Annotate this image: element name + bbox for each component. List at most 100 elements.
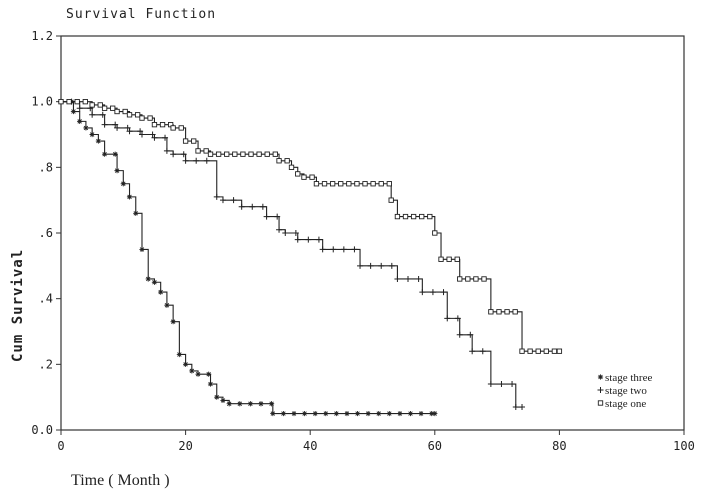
plot-area [58, 98, 563, 417]
y-axis: 0.0 .2 .4 .6 .8 1.0 1.2 [31, 29, 61, 437]
series-0-marker-18 [170, 319, 176, 325]
series-1-marker-53 [467, 331, 474, 338]
series-1-marker-22 [213, 193, 220, 200]
series-1-marker-27 [259, 203, 266, 210]
series-1-marker-24 [230, 197, 237, 204]
series-1-marker-56 [487, 381, 494, 388]
series-0-marker-30 [258, 401, 264, 407]
series-1 [58, 98, 526, 411]
series-2-marker-12 [139, 115, 145, 121]
series-1-marker-60 [519, 404, 526, 411]
series-2-marker-44 [362, 181, 368, 187]
series-2-marker-49 [394, 213, 401, 220]
series-2-marker-51 [410, 213, 417, 220]
series-0-marker-45 [407, 410, 414, 417]
series-0-marker-26 [220, 397, 226, 404]
series-2-marker-40 [329, 181, 336, 187]
series-0-line [61, 101, 435, 415]
series-2-marker-61 [481, 276, 487, 282]
series-1-marker-37 [330, 246, 337, 253]
series-2-marker-48 [388, 197, 394, 203]
series-2-marker-4 [89, 102, 95, 108]
series-1-marker-16 [163, 147, 170, 154]
series-0-marker-4 [83, 125, 89, 131]
series-1-marker-36 [319, 246, 326, 253]
series-1-marker-15 [162, 134, 169, 141]
series-2-marker-56 [446, 256, 452, 262]
series-1-marker-19 [182, 157, 189, 164]
series-2-marker-21 [195, 148, 201, 154]
series-2-marker-57 [454, 256, 460, 262]
series-2-marker-34 [288, 164, 295, 170]
legend-marker-1 [597, 387, 604, 393]
series-2-marker-18 [178, 125, 184, 131]
series-0-marker-37 [323, 410, 329, 417]
series-1-marker-10 [126, 128, 133, 135]
series-2-marker-54 [432, 230, 438, 236]
series-0-marker-20 [183, 361, 189, 367]
y-tick-label-4: .8 [39, 160, 53, 174]
y-tick-label-6: 1.2 [31, 29, 53, 43]
y-tick-label-1: .2 [39, 357, 53, 371]
series-2-marker-6 [101, 105, 108, 111]
series-2-marker-9 [122, 108, 128, 115]
series-2-marker-5 [97, 102, 103, 108]
series-0-marker-29 [247, 401, 253, 407]
series-1-marker-49 [440, 289, 447, 296]
series-2-marker-17 [170, 125, 176, 131]
legend-label-1: stage two [605, 385, 647, 397]
series-2-marker-30 [264, 151, 270, 157]
y-tick-label-3: .6 [39, 226, 53, 240]
series-2-marker-27 [240, 151, 246, 157]
series-2-marker-50 [402, 213, 409, 220]
series-0-marker-38 [333, 410, 339, 417]
series-1-marker-11 [137, 128, 144, 135]
series-2-marker-52 [419, 213, 425, 220]
series-0-marker-15 [151, 279, 158, 285]
series-1-marker-39 [351, 246, 358, 253]
series-0-marker-6 [95, 138, 101, 144]
series-0-marker-19 [176, 351, 182, 358]
series-1-marker-35 [315, 236, 322, 243]
series-2-marker-31 [272, 151, 278, 157]
series-1-marker-34 [305, 236, 312, 243]
series-0-marker-16 [158, 289, 164, 295]
series-2 [58, 99, 563, 354]
series-1-marker-30 [276, 226, 283, 233]
series-0-marker-13 [139, 246, 145, 253]
series-0-marker-42 [376, 410, 382, 417]
series-1-marker-5 [99, 111, 106, 118]
series-0-marker-22 [195, 371, 201, 377]
series-2-marker-14 [151, 121, 158, 128]
series-1-marker-8 [114, 124, 121, 131]
series-1-marker-41 [367, 262, 374, 269]
series-2-marker-22 [203, 148, 209, 154]
series-0-marker-9 [114, 168, 120, 174]
series-1-marker-40 [357, 262, 364, 269]
legend-marker-2 [597, 400, 604, 406]
series-0-marker-33 [280, 410, 287, 417]
series-1-marker-42 [378, 262, 385, 269]
series-0-marker-39 [344, 410, 350, 417]
series-2-marker-26 [232, 151, 238, 157]
series-2-marker-11 [134, 112, 141, 118]
series-0-marker-36 [312, 410, 318, 417]
series-1-marker-44 [394, 275, 401, 282]
series-1-marker-6 [101, 121, 108, 128]
plot-frame [60, 35, 685, 431]
legend-label-0: stage three [605, 372, 652, 384]
series-2-marker-53 [427, 213, 433, 220]
series-1-marker-50 [444, 315, 451, 322]
series-2-marker-39 [321, 181, 328, 187]
series-2-marker-68 [535, 348, 541, 354]
series-2-marker-33 [284, 158, 290, 164]
series-1-marker-17 [170, 151, 177, 158]
series-2-marker-35 [295, 171, 301, 177]
series-2-marker-1 [66, 99, 72, 105]
x-tick-label-3: 60 [428, 439, 442, 453]
series-0-marker-3 [77, 118, 83, 124]
series-1-marker-29 [274, 213, 281, 220]
series-1-marker-48 [429, 289, 436, 296]
series-1-marker-52 [456, 331, 463, 338]
series-2-marker-38 [313, 181, 320, 187]
